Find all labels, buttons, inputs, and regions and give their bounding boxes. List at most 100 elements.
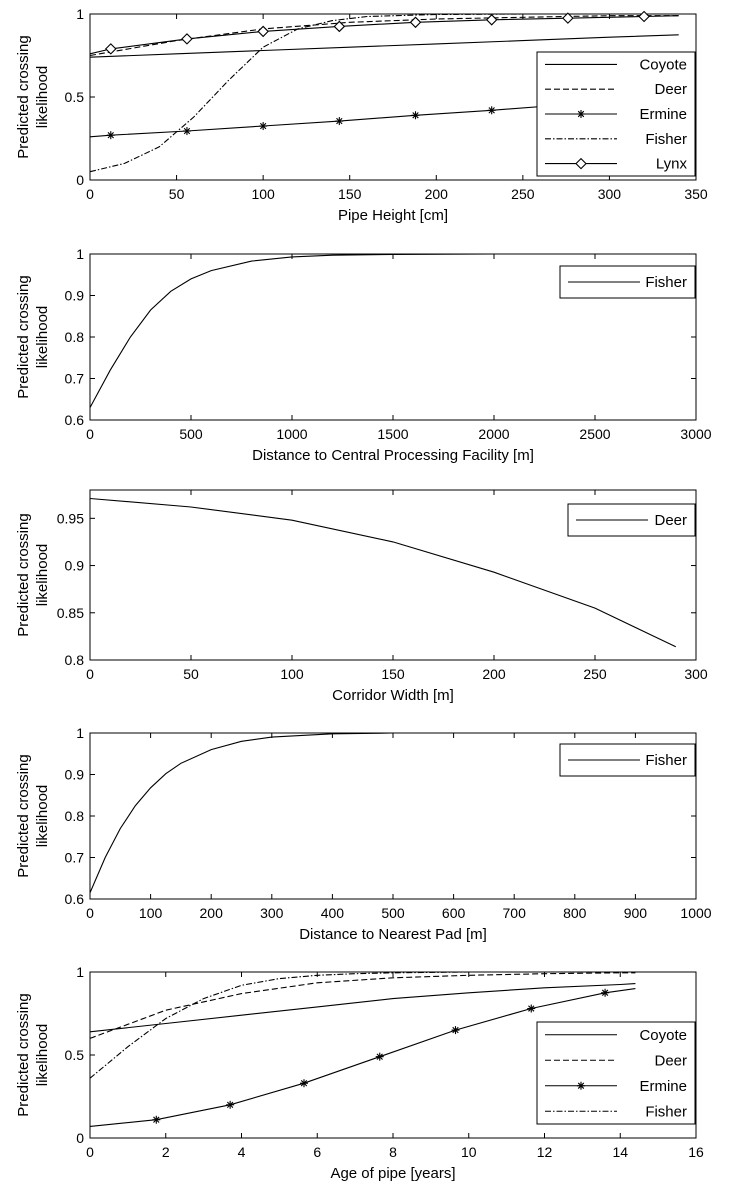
y-tick-label: 0.5 (65, 1047, 85, 1063)
series-fisher (89, 971, 636, 1079)
data-point-ermine (259, 122, 268, 131)
data-point-ermine (299, 1079, 308, 1088)
legend-marker-ermine (577, 110, 585, 118)
x-tick-label: 14 (612, 1144, 628, 1160)
y-tick-label: 0.8 (65, 808, 85, 824)
series-line-deer (89, 972, 636, 1039)
series-fisher (89, 13, 679, 173)
x-tick-label: 0 (86, 905, 94, 921)
legend: Coyote Deer Ermine Fisher (536, 1021, 696, 1125)
y-tick-label: 0.6 (65, 891, 85, 907)
y-tick-label: 0.95 (57, 510, 84, 526)
data-point-lynx (562, 12, 574, 24)
x-tick-label: 6 (313, 1144, 321, 1160)
y-axis-ticks: 0.6 0.7 0.8 0.9 1 (65, 725, 696, 907)
legend-label-coyote: Coyote (639, 1027, 687, 1044)
x-tick-label: 500 (381, 905, 405, 921)
data-point-lynx (333, 20, 346, 33)
legend-label-deer: Deer (654, 512, 687, 529)
data-point-ermine (411, 111, 420, 120)
series-lynx (89, 10, 679, 55)
chart-panel-4: 0 100 200 300 400 500 600 700 800 900 10000.60.70.… (15, 725, 712, 943)
y-tick-label: 0.9 (65, 288, 85, 304)
x-axis-label: Distance to Nearest Pad [m] (299, 926, 487, 943)
series-deer (89, 15, 679, 57)
legend-label-ermine: Ermine (639, 1078, 687, 1095)
data-point-ermine (601, 988, 610, 997)
x-tick-label: 600 (442, 905, 466, 921)
legend: Fisher (559, 265, 696, 299)
data-point-lynx (485, 14, 498, 26)
legend-box (536, 1021, 696, 1125)
series-fisher (89, 732, 678, 894)
series-fisher (89, 253, 676, 408)
x-tick-label: 200 (482, 666, 506, 682)
y-tick-label: 0.7 (65, 371, 85, 387)
series-deer (89, 972, 636, 1039)
data-point-ermine (527, 1004, 536, 1013)
series-line-fisher (89, 971, 636, 1079)
x-axis-label: Age of pipe [years] (330, 1165, 455, 1182)
series-ermine (89, 988, 636, 1127)
x-tick-label: 300 (260, 905, 284, 921)
legend: Fisher (559, 743, 696, 777)
y-tick-label: 0.9 (65, 767, 85, 783)
y-axis-label: Predicted crossing likelihood (15, 275, 51, 398)
y-tick-label: 0 (76, 1130, 84, 1146)
y-axis-label: Predicted crossing likelihood (15, 513, 51, 636)
series-deer (89, 497, 677, 648)
y-tick-label: 0.5 (65, 89, 85, 105)
y-tick-label: 0.8 (65, 329, 85, 345)
y-axis-ticks: 0.6 0.7 0.8 0.9 1 (65, 246, 696, 428)
y-tick-label: 1 (76, 6, 84, 22)
y-tick-label: 1 (76, 964, 84, 980)
x-axis-label: Corridor Width [m] (332, 687, 454, 704)
x-tick-label: 200 (425, 186, 449, 202)
x-axis-ticks: 0 500 1000 1500 2000 2500 3000 (86, 254, 712, 442)
y-axis-label: Predicted crossing likelihood (15, 754, 51, 877)
series-line-coyote (89, 34, 679, 58)
legend: Deer (567, 503, 696, 537)
y-tick-label: 1 (76, 725, 84, 741)
legend: Coyote Deer Ermine Fisher Lynx (536, 51, 696, 177)
x-tick-label: 200 (200, 905, 224, 921)
x-axis-ticks: 0 100 200 300 400 500 600 700 800 900 1000 (86, 733, 712, 921)
series-line-deer (89, 15, 679, 57)
series-line-fisher (89, 253, 676, 408)
x-tick-label: 2 (162, 1144, 170, 1160)
x-tick-label: 100 (280, 666, 304, 682)
x-tick-label: 150 (381, 666, 405, 682)
x-axis-label: Pipe Height [cm] (338, 207, 448, 224)
x-tick-label: 12 (537, 1144, 553, 1160)
data-point-ermine (182, 127, 191, 136)
x-tick-label: 300 (598, 186, 622, 202)
data-point-ermine (106, 131, 115, 140)
data-point-lynx (257, 25, 269, 38)
x-tick-label: 250 (583, 666, 607, 682)
y-tick-label: 0.6 (65, 412, 85, 428)
x-axis-label: Distance to Central Processing Facility … (252, 447, 534, 464)
x-tick-label: 250 (511, 186, 535, 202)
data-point-ermine (152, 1115, 161, 1124)
legend-label-fisher: Fisher (645, 1103, 687, 1120)
x-tick-label: 800 (563, 905, 587, 921)
x-tick-label: 2000 (478, 426, 509, 442)
x-tick-label: 0 (86, 186, 94, 202)
series-coyote (89, 983, 636, 1033)
series-line-fisher (89, 13, 679, 173)
x-tick-label: 4 (238, 1144, 246, 1160)
y-axis-ticks: 00.51 (65, 964, 696, 1146)
chart-panel-1: 0 50 100 150 200 250 300 350 0 0.5 1 Pipe Height [c… (15, 6, 708, 224)
x-tick-label: 0 (86, 426, 94, 442)
y-tick-label: 0.8 (65, 652, 85, 668)
x-tick-label: 100 (139, 905, 163, 921)
x-tick-label: 8 (389, 1144, 397, 1160)
data-point-ermine (451, 1026, 460, 1035)
x-axis-ticks: 0 2 4 6 8 10 12 14 16 (86, 972, 704, 1160)
legend-label-fisher: Fisher (645, 274, 687, 291)
legend-label-fisher: Fisher (645, 752, 687, 769)
data-point-ermine (487, 106, 496, 115)
x-tick-label: 50 (183, 666, 199, 682)
